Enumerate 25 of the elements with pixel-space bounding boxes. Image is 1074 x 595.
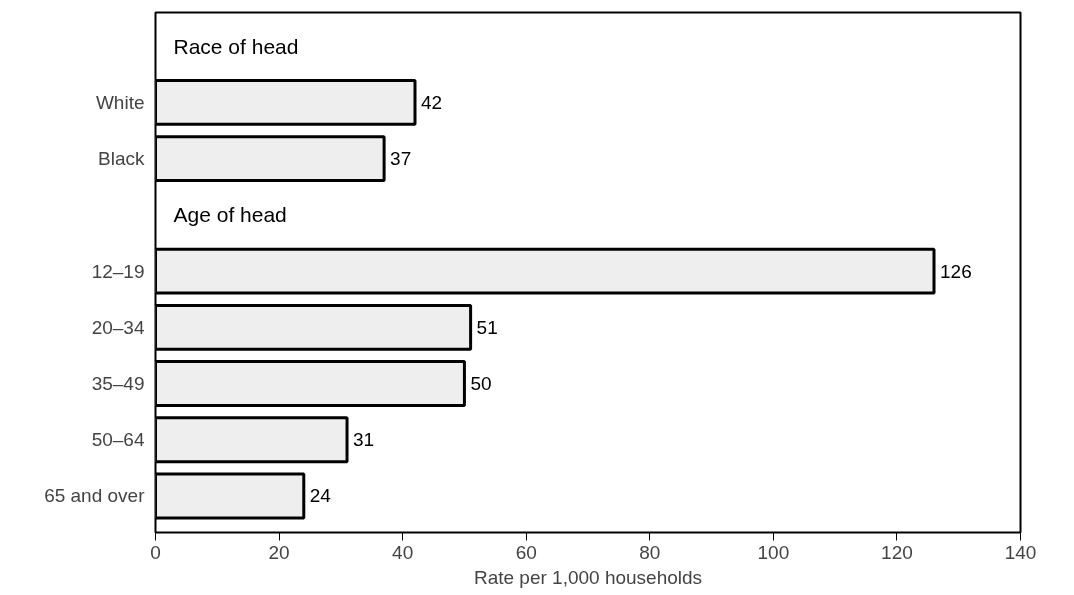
x-tick-label: 120 — [881, 541, 913, 563]
data-label: 126 — [940, 260, 972, 282]
x-tick-label: 20 — [268, 541, 290, 563]
x-tick-label: 100 — [757, 541, 790, 563]
data-label: 24 — [309, 485, 332, 507]
data-label: 42 — [421, 91, 443, 113]
x-tick-label: 40 — [392, 541, 414, 563]
annotation: Race of head — [173, 34, 299, 58]
x-tick-label: 140 — [1004, 541, 1037, 563]
data-label: 50 — [470, 373, 492, 395]
data-label: 51 — [476, 316, 498, 338]
y-tick-label: 35–49 — [91, 373, 145, 395]
y-tick-label: 20–34 — [91, 316, 145, 338]
x-tick-label: 0 — [150, 541, 161, 563]
data-label: 37 — [390, 148, 412, 170]
y-tick-label: Black — [98, 148, 145, 170]
y-tick-label: 12–19 — [91, 260, 145, 282]
x-axis-title: Rate per 1,000 households — [473, 566, 703, 588]
x-tick-label: 60 — [515, 541, 537, 563]
annotation: Age of head — [173, 203, 287, 227]
y-tick-label: 65 and over — [44, 485, 146, 507]
y-tick-label: White — [95, 91, 145, 113]
x-tick-label: 80 — [639, 541, 661, 563]
data-label: 31 — [353, 429, 375, 451]
y-tick-label: 50–64 — [91, 429, 145, 451]
